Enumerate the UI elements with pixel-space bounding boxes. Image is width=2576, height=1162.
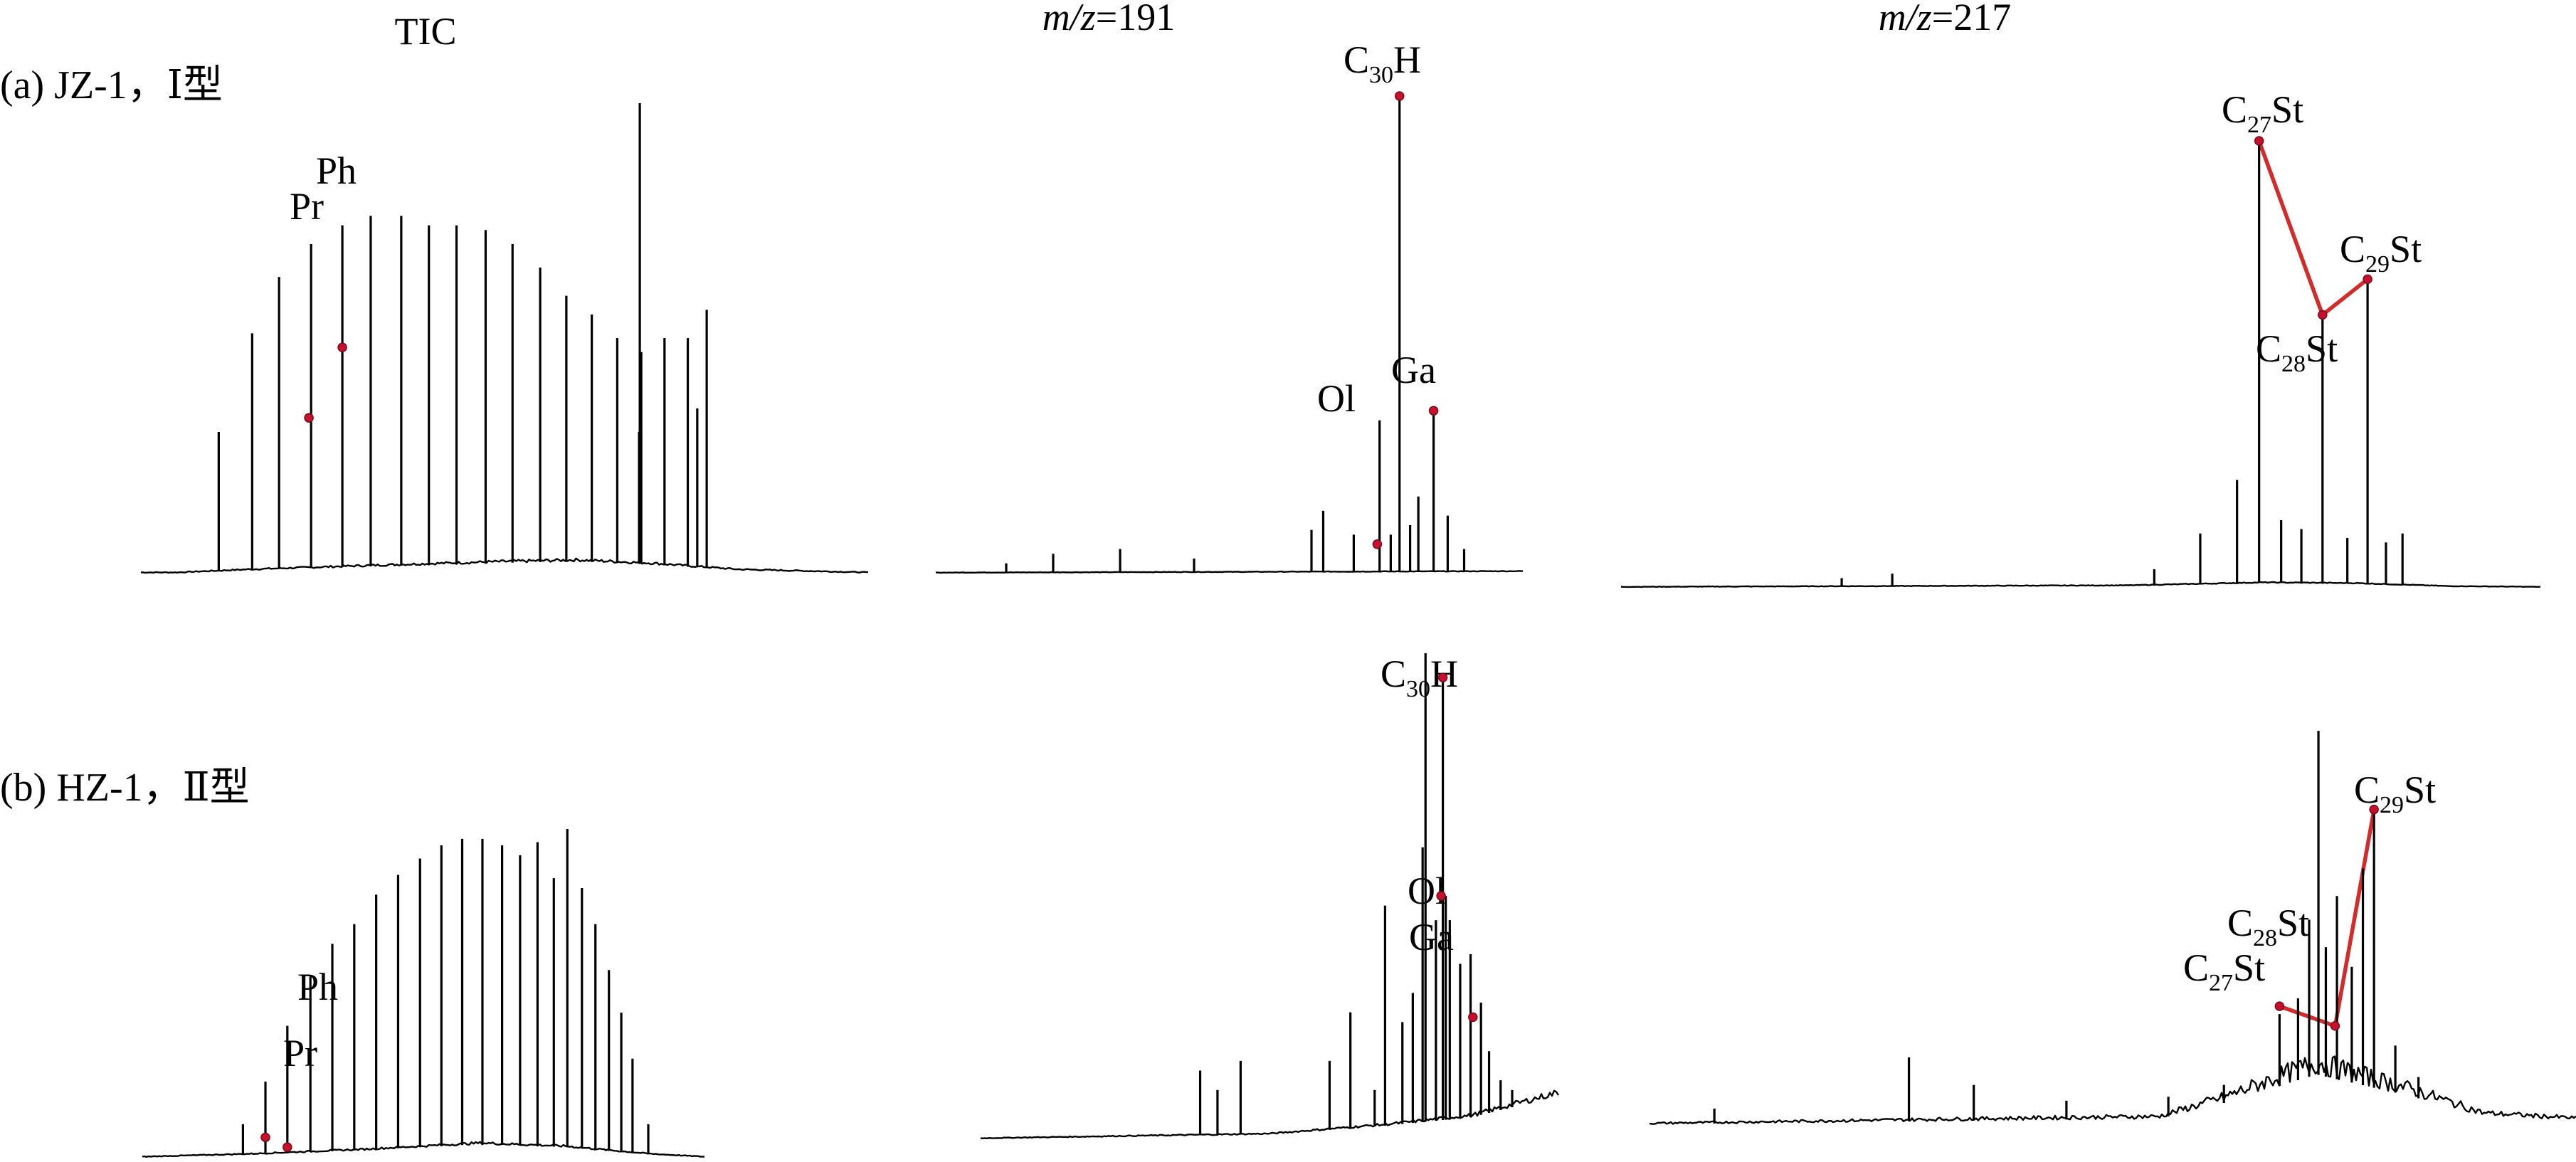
baseline-trace bbox=[1620, 581, 2541, 588]
peak-marker bbox=[2330, 1021, 2340, 1031]
baseline-trace bbox=[142, 1141, 704, 1158]
baseline-trace bbox=[140, 557, 869, 574]
header-mz191-prefix: m/z bbox=[1042, 0, 1096, 38]
label-pr: Pr bbox=[290, 185, 324, 228]
label-c28st: C28St bbox=[2227, 902, 2309, 951]
peak-marker bbox=[304, 413, 314, 423]
peak-marker bbox=[1372, 539, 1383, 549]
peak-marker bbox=[1436, 891, 1446, 901]
header-mz217: m/z=217 bbox=[1879, 0, 2011, 38]
peak-marker bbox=[2369, 804, 2379, 815]
label-c27st: C27St bbox=[2183, 946, 2265, 996]
peak-marker bbox=[337, 342, 347, 352]
row-label-a: (a) JZ-1，Ⅰ型 bbox=[0, 63, 223, 107]
header-tic: TIC bbox=[395, 10, 457, 53]
label-ph: Ph bbox=[316, 149, 357, 192]
header-mz191-value: =191 bbox=[1096, 0, 1175, 38]
mz217-trace-jz1: C27St C28St C29St bbox=[1620, 88, 2541, 588]
baseline-trace bbox=[1649, 1055, 2576, 1125]
label-ga: Ga bbox=[1391, 349, 1436, 391]
peak-marker bbox=[1428, 406, 1439, 416]
peak-marker bbox=[1468, 1012, 1478, 1023]
row-label-b: (b) HZ-1，Ⅱ型 bbox=[0, 766, 250, 810]
tic-trace-jz1: Pr Ph bbox=[140, 103, 869, 574]
peak-marker bbox=[1395, 91, 1405, 101]
peak-marker bbox=[2363, 274, 2372, 285]
peak-marker bbox=[2274, 1001, 2285, 1011]
baseline-trace bbox=[935, 570, 1523, 574]
peak-marker bbox=[2254, 136, 2264, 146]
label-c27st: C27St bbox=[2222, 88, 2303, 138]
mz217-trace-hz1: C27St C28St C29St bbox=[1649, 731, 2576, 1125]
label-c29st: C29St bbox=[2354, 768, 2436, 818]
peak-marker bbox=[260, 1132, 270, 1143]
label-ol: Ol bbox=[1408, 870, 1446, 912]
tic-trace-hz1: Pr Ph bbox=[142, 829, 704, 1158]
header-mz191: m/z=191 bbox=[1042, 0, 1175, 38]
peak-marker bbox=[2318, 310, 2328, 320]
baseline-trace bbox=[980, 1089, 1560, 1139]
peak-marker bbox=[283, 1142, 292, 1152]
mz191-trace-jz1: C30H Ol Ga bbox=[935, 38, 1523, 574]
label-c29st: C29St bbox=[2340, 228, 2422, 278]
header-mz217-value: =217 bbox=[1932, 0, 2011, 38]
mz191-trace-hz1: C30H Ol Ga bbox=[980, 653, 1560, 1139]
header-mz217-prefix: m/z bbox=[1879, 0, 1932, 38]
label-c30h: C30H bbox=[1344, 38, 1421, 88]
label-pr: Pr bbox=[283, 1032, 317, 1074]
peak-marker bbox=[1437, 672, 1448, 682]
label-c28st: C28St bbox=[2256, 327, 2338, 377]
label-ga: Ga bbox=[1409, 916, 1454, 958]
label-ol: Ol bbox=[1317, 377, 1356, 420]
